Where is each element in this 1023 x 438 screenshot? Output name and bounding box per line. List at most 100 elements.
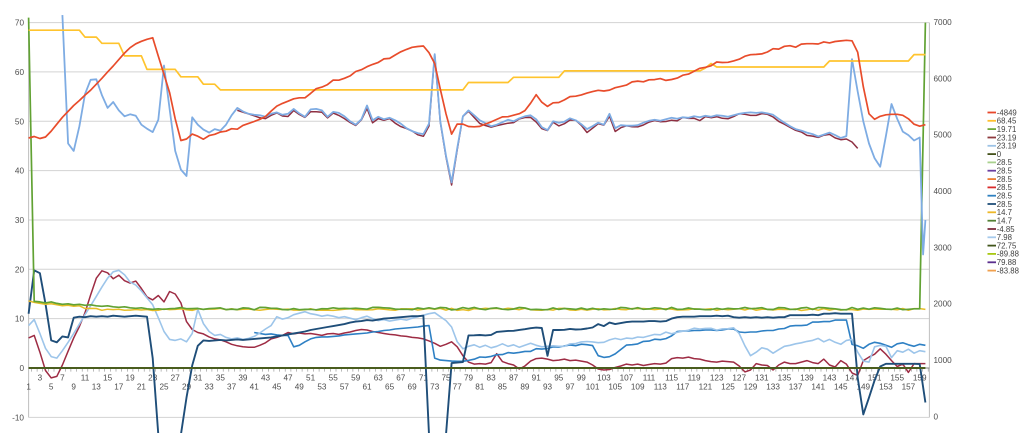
svg-text:109: 109 (631, 383, 645, 392)
svg-text:6000: 6000 (934, 74, 953, 83)
svg-text:105: 105 (608, 383, 622, 392)
svg-text:67: 67 (396, 373, 406, 382)
svg-text:21: 21 (137, 383, 147, 392)
svg-text:115: 115 (665, 373, 678, 382)
svg-text:51: 51 (306, 373, 316, 382)
svg-text:121: 121 (699, 383, 713, 392)
svg-text:79.88: 79.88 (997, 258, 1017, 267)
svg-text:15: 15 (103, 373, 113, 382)
svg-text:137: 137 (789, 383, 803, 392)
svg-text:14.7: 14.7 (997, 217, 1012, 226)
svg-text:28.5: 28.5 (997, 183, 1013, 192)
svg-text:4000: 4000 (934, 187, 953, 196)
svg-text:1: 1 (26, 383, 31, 392)
svg-text:83: 83 (487, 373, 497, 382)
svg-text:145: 145 (834, 383, 848, 392)
svg-text:111: 111 (643, 373, 656, 382)
svg-text:3000: 3000 (934, 243, 953, 252)
svg-text:159: 159 (913, 373, 927, 382)
svg-text:2000: 2000 (934, 300, 953, 309)
svg-text:0: 0 (19, 364, 24, 373)
svg-text:141: 141 (811, 383, 825, 392)
svg-text:20: 20 (15, 265, 25, 274)
svg-text:55: 55 (329, 373, 339, 382)
svg-text:95: 95 (554, 373, 564, 382)
svg-text:-10: -10 (12, 413, 24, 422)
svg-text:-4.85: -4.85 (997, 225, 1015, 234)
svg-text:68.45: 68.45 (997, 117, 1017, 126)
svg-text:87: 87 (509, 373, 519, 382)
svg-text:19.71: 19.71 (997, 125, 1017, 134)
svg-text:28.5: 28.5 (997, 158, 1013, 167)
svg-text:30: 30 (15, 216, 25, 225)
svg-text:23: 23 (148, 373, 158, 382)
svg-text:71: 71 (419, 373, 429, 382)
svg-text:28.5: 28.5 (997, 192, 1013, 201)
svg-text:27: 27 (171, 373, 181, 382)
svg-text:107: 107 (620, 373, 634, 382)
svg-text:-83.88: -83.88 (997, 266, 1019, 275)
svg-text:59: 59 (351, 373, 361, 382)
svg-text:7000: 7000 (934, 18, 953, 27)
svg-text:99: 99 (577, 373, 587, 382)
svg-text:7: 7 (60, 373, 65, 382)
svg-text:9: 9 (71, 383, 76, 392)
svg-text:149: 149 (856, 383, 870, 392)
svg-text:113: 113 (654, 383, 667, 392)
svg-text:25: 25 (159, 383, 169, 392)
svg-text:119: 119 (688, 373, 701, 382)
svg-text:10: 10 (15, 315, 25, 324)
svg-text:63: 63 (374, 373, 384, 382)
svg-text:28.5: 28.5 (997, 200, 1013, 209)
svg-text:75: 75 (441, 373, 451, 382)
svg-text:157: 157 (902, 383, 916, 392)
svg-text:131: 131 (755, 373, 769, 382)
svg-text:79: 79 (464, 373, 474, 382)
svg-text:101: 101 (586, 383, 600, 392)
svg-text:60: 60 (15, 68, 25, 77)
svg-text:117: 117 (676, 383, 689, 392)
svg-text:143: 143 (823, 373, 837, 382)
svg-text:123: 123 (710, 373, 724, 382)
svg-text:37: 37 (227, 383, 237, 392)
svg-text:23.19: 23.19 (997, 142, 1017, 151)
svg-text:53: 53 (317, 383, 327, 392)
svg-text:85: 85 (498, 383, 508, 392)
svg-text:50: 50 (15, 117, 25, 126)
svg-text:91: 91 (532, 373, 542, 382)
svg-text:40: 40 (15, 167, 25, 176)
svg-text:31: 31 (193, 373, 203, 382)
svg-text:43: 43 (261, 373, 271, 382)
svg-text:35: 35 (216, 373, 226, 382)
svg-text:153: 153 (879, 383, 893, 392)
svg-text:155: 155 (890, 373, 904, 382)
svg-text:29: 29 (182, 383, 192, 392)
svg-text:89: 89 (520, 383, 530, 392)
svg-text:65: 65 (385, 383, 395, 392)
svg-text:45: 45 (272, 383, 282, 392)
svg-text:103: 103 (597, 373, 611, 382)
svg-text:127: 127 (732, 373, 746, 382)
svg-text:125: 125 (721, 383, 735, 392)
svg-text:77: 77 (453, 383, 463, 392)
svg-text:5000: 5000 (934, 131, 953, 140)
svg-text:13: 13 (92, 383, 102, 392)
svg-text:97: 97 (565, 383, 575, 392)
svg-text:17: 17 (114, 383, 124, 392)
svg-text:93: 93 (543, 383, 553, 392)
svg-text:135: 135 (778, 373, 792, 382)
svg-text:147: 147 (845, 373, 859, 382)
svg-text:-4849: -4849 (997, 108, 1017, 117)
svg-text:139: 139 (800, 373, 814, 382)
svg-text:69: 69 (408, 383, 418, 392)
svg-text:23.19: 23.19 (997, 133, 1017, 142)
svg-text:1000: 1000 (934, 356, 953, 365)
svg-text:70: 70 (15, 19, 25, 28)
svg-text:133: 133 (766, 383, 780, 392)
svg-text:72.75: 72.75 (997, 241, 1017, 250)
svg-text:81: 81 (475, 383, 485, 392)
svg-text:33: 33 (205, 383, 215, 392)
svg-text:28.5: 28.5 (997, 175, 1013, 184)
svg-text:47: 47 (283, 373, 293, 382)
svg-text:0: 0 (934, 412, 939, 421)
